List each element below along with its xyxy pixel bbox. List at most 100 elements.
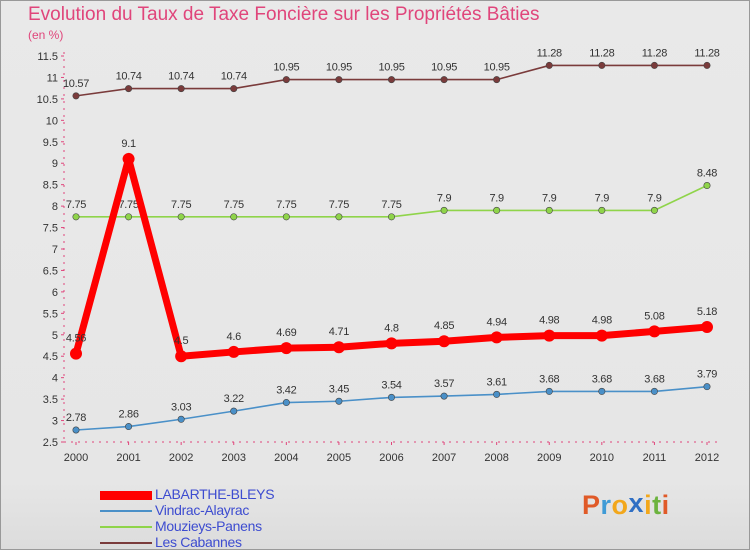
data-label: 7.75 — [171, 199, 191, 211]
x-tick-label: 2001 — [116, 452, 140, 464]
data-point — [490, 331, 503, 344]
proxiti-logo: Proxiti — [582, 488, 670, 521]
data-point — [125, 213, 133, 221]
data-point — [72, 213, 80, 221]
logo-letter: o — [611, 490, 629, 520]
data-point — [440, 392, 448, 400]
legend-item: Vindrac-Alayrac — [100, 502, 340, 519]
data-point — [335, 213, 343, 221]
data-label: 11.28 — [537, 47, 562, 59]
series-vindrac-alayrac: 2.78 2.86 3.03 3.22 3.42 3.45 3.54 3.57 3.61 3.68… — [66, 369, 718, 434]
data-point — [175, 350, 188, 363]
y-tick-label: 11.5 — [37, 51, 58, 63]
data-point — [385, 337, 398, 350]
data-label: 7.75 — [118, 199, 138, 211]
data-point — [703, 383, 711, 391]
legend-item: Mouzieys-Panens — [100, 518, 340, 535]
data-label: 7.75 — [329, 199, 349, 211]
legend-swatch — [100, 490, 152, 500]
data-label: 11.28 — [642, 47, 667, 59]
data-point — [703, 182, 711, 190]
x-tick-label: 2004 — [274, 452, 298, 464]
data-point — [177, 415, 185, 423]
data-point — [332, 341, 345, 354]
data-label: 8.48 — [697, 168, 717, 180]
y-axis-unit-label: (en %) — [28, 28, 64, 42]
logo-letter: t — [652, 490, 662, 520]
data-point — [543, 329, 556, 342]
data-point — [387, 76, 395, 84]
data-label: 10.74 — [116, 71, 142, 83]
data-point — [438, 335, 451, 348]
data-label: 7.9 — [647, 192, 662, 204]
data-label: 4.8 — [384, 322, 399, 334]
data-label: 3.68 — [539, 373, 559, 385]
legend-swatch — [100, 542, 152, 544]
legend-label: Les Cabannes — [155, 534, 242, 550]
y-tick-label: 8.5 — [43, 180, 58, 192]
y-tick-label: 3.5 — [43, 394, 58, 406]
data-label: 10.95 — [431, 62, 457, 74]
y-tick-label: 11 — [47, 72, 58, 84]
data-point — [493, 76, 501, 84]
y-tick-label: 9 — [52, 158, 58, 170]
data-label: 4.98 — [539, 315, 559, 327]
data-label: 3.22 — [224, 393, 244, 405]
series-mouzieys-panens: 7.75 7.75 7.75 7.75 7.75 7.75 7.75 7.9 7.9 7.9 7.9… — [66, 168, 718, 221]
logo-letter: i — [644, 490, 653, 520]
data-label: 4.71 — [329, 326, 349, 338]
data-label: 5.08 — [644, 310, 664, 322]
data-point — [230, 407, 238, 415]
data-point — [387, 213, 395, 221]
data-point — [440, 76, 448, 84]
data-point — [595, 329, 608, 342]
data-point — [230, 85, 238, 93]
data-label: 11.28 — [694, 47, 719, 59]
y-tick-label: 7 — [52, 244, 58, 256]
data-label: 3.54 — [381, 379, 401, 391]
legend-item: Les Cabannes — [100, 534, 340, 551]
data-point — [493, 206, 501, 214]
data-label: 7.75 — [224, 199, 244, 211]
logo-letter: x — [628, 488, 645, 518]
data-label: 4.6 — [227, 331, 242, 343]
data-point — [440, 206, 448, 214]
y-tick-label: 6.5 — [43, 265, 58, 277]
data-point — [598, 387, 606, 395]
data-label: 10.95 — [484, 62, 510, 74]
data-label: 3.45 — [329, 383, 349, 395]
data-point — [72, 426, 80, 434]
data-label: 9.1 — [121, 138, 136, 150]
data-point — [493, 390, 501, 398]
series-les-cabannes: 10.57 10.74 10.74 10.74 10.95 10.95 10.95 10.95… — [63, 47, 720, 100]
data-point — [282, 399, 290, 407]
data-point — [648, 325, 661, 338]
data-label: 11.28 — [589, 47, 614, 59]
data-label: 4.94 — [487, 316, 507, 328]
chart-title: Evolution du Taux de Taxe Foncière sur l… — [28, 4, 540, 25]
data-label: 7.75 — [66, 199, 86, 211]
chart-series: 10.57 10.74 10.74 10.74 10.95 10.95 10.95 10.95… — [63, 47, 720, 434]
logo-letter: P — [582, 490, 601, 520]
data-label: 4.56 — [66, 333, 86, 345]
data-label: 7.9 — [542, 192, 557, 204]
x-tick-label: 2005 — [327, 452, 351, 464]
data-label: 7.9 — [489, 192, 504, 204]
x-tick-label: 2010 — [590, 452, 614, 464]
legend-label: Vindrac-Alayrac — [155, 502, 250, 518]
data-point — [230, 213, 238, 221]
y-tick-label: 10.5 — [37, 94, 58, 106]
data-label: 7.9 — [437, 192, 452, 204]
data-point — [545, 206, 553, 214]
data-label: 4.98 — [592, 315, 612, 327]
y-tick-label: 2.5 — [43, 437, 58, 449]
y-tick-label: 5.5 — [43, 308, 58, 320]
data-label: 7.75 — [381, 199, 401, 211]
chart-axes: 2.533.544.555.566.577.588.599.51010.5111… — [37, 51, 720, 464]
data-label: 2.86 — [118, 409, 138, 421]
data-point — [598, 61, 606, 69]
y-tick-label: 5 — [52, 330, 58, 342]
data-label: 3.03 — [171, 401, 191, 413]
data-point — [650, 206, 658, 214]
